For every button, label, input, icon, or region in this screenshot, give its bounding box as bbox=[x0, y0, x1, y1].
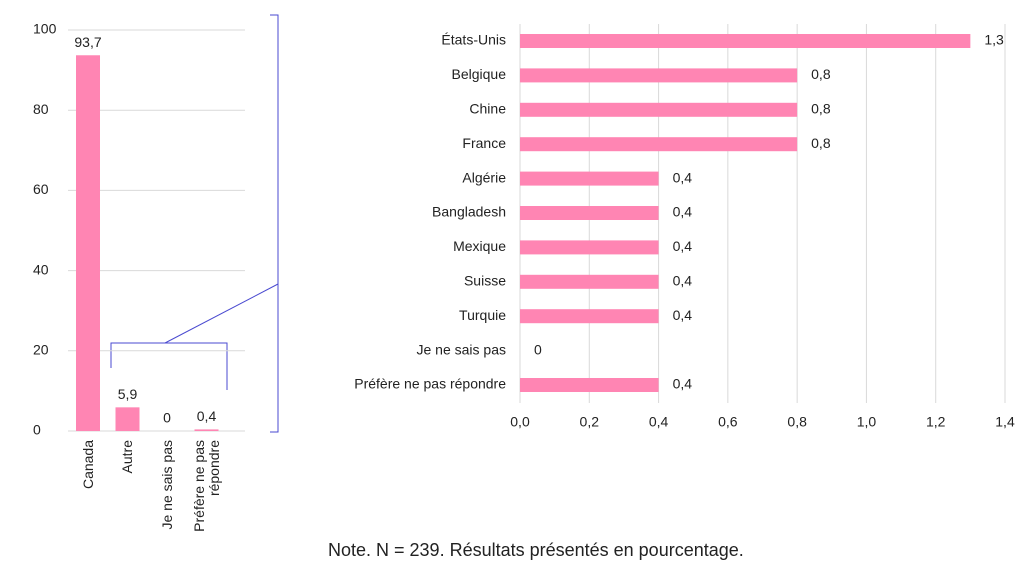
x-tick-label: 0,2 bbox=[580, 414, 600, 430]
bar bbox=[520, 68, 798, 83]
value-label: 0 bbox=[534, 341, 542, 357]
value-label: 0,4 bbox=[197, 408, 217, 424]
value-label: 0,4 bbox=[673, 307, 693, 323]
x-tick-label: 0,0 bbox=[510, 414, 530, 430]
value-label: 0,4 bbox=[673, 169, 693, 185]
y-tick-label: France bbox=[462, 135, 506, 151]
value-label: 1,3 bbox=[984, 32, 1004, 48]
x-tick-label: Canada bbox=[79, 440, 96, 490]
bar bbox=[520, 102, 798, 117]
value-label: 0,8 bbox=[811, 66, 831, 82]
bar bbox=[115, 407, 140, 431]
y-tick-label: 60 bbox=[33, 181, 49, 197]
value-label: 0,4 bbox=[673, 273, 693, 289]
note: Note. N = 239. Résultats présentés en po… bbox=[328, 540, 744, 560]
x-tick-label: 0,4 bbox=[649, 414, 669, 430]
x-tick-label: 1,4 bbox=[995, 414, 1015, 430]
x-tick-label: Autre bbox=[119, 440, 135, 474]
x-tick-label: Préfère ne pas répondre bbox=[190, 440, 222, 532]
connector bbox=[110, 14, 279, 433]
bar bbox=[520, 309, 659, 324]
bar bbox=[520, 171, 659, 186]
y-tick-label: Algérie bbox=[462, 169, 506, 185]
y-tick-label: Suisse bbox=[464, 273, 506, 289]
value-label: 93,7 bbox=[74, 34, 101, 50]
x-tick-label: 1,0 bbox=[857, 414, 877, 430]
bar bbox=[520, 137, 798, 152]
bar bbox=[76, 55, 100, 431]
bar bbox=[520, 378, 659, 392]
y-tick-label: 0 bbox=[33, 422, 41, 438]
value-label: 0,8 bbox=[811, 135, 831, 151]
y-tick-label: 40 bbox=[33, 261, 49, 277]
value-label: 0,8 bbox=[811, 101, 831, 117]
y-tick-label: 20 bbox=[33, 342, 49, 358]
x-tick-label: 1,2 bbox=[926, 414, 946, 430]
y-tick-label: Turquie bbox=[459, 307, 506, 323]
value-label: 0,4 bbox=[673, 204, 693, 220]
y-tick-label: Bangladesh bbox=[432, 204, 506, 220]
y-tick-label: Belgique bbox=[452, 66, 507, 82]
y-tick-label: États-Unis bbox=[441, 32, 506, 48]
y-tick-label: Je ne sais pas bbox=[417, 341, 507, 357]
x-tick-label: Je ne sais pas bbox=[158, 440, 175, 530]
value-label: 5,9 bbox=[118, 386, 138, 402]
y-tick-label: 100 bbox=[33, 21, 57, 37]
x-tick-label: 0,8 bbox=[787, 414, 807, 430]
bar bbox=[520, 34, 971, 48]
x-tick-label: 0,6 bbox=[718, 414, 738, 430]
value-label: 0 bbox=[163, 410, 171, 426]
y-tick-label: Chine bbox=[469, 101, 506, 117]
bar bbox=[520, 240, 659, 255]
value-label: 0,4 bbox=[673, 376, 693, 392]
bar bbox=[194, 429, 219, 431]
y-tick-label: Préfère ne pas répondre bbox=[354, 376, 506, 392]
y-tick-label: Mexique bbox=[453, 238, 506, 254]
bar bbox=[520, 274, 659, 289]
y-tick-label: 80 bbox=[33, 101, 49, 117]
bar bbox=[520, 206, 659, 220]
value-label: 0,4 bbox=[673, 238, 693, 254]
